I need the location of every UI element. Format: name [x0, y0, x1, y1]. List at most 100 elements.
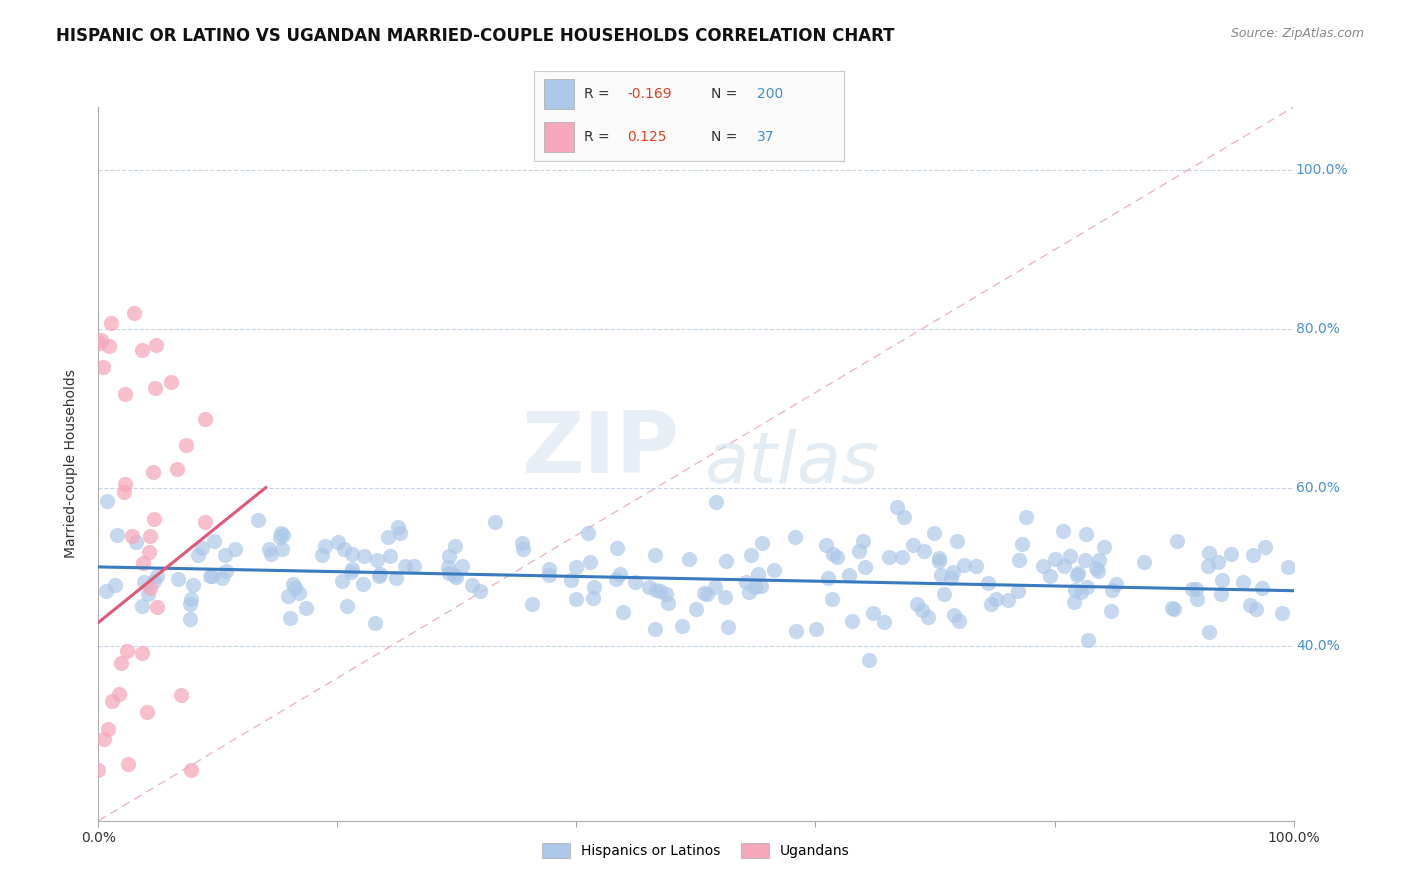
Point: [105, 527, 128, 541]
Point: [714, 554, 737, 568]
Point: [928, 550, 950, 565]
Point: [1015, 510, 1038, 524]
Point: [1244, 602, 1267, 616]
Point: [439, 566, 461, 580]
Text: N =: N =: [710, 87, 741, 101]
Point: [194, 412, 217, 426]
Point: [259, 548, 281, 562]
Point: [246, 513, 269, 527]
Point: [939, 571, 962, 585]
Point: [437, 549, 460, 563]
Point: [696, 586, 718, 600]
Point: [1198, 546, 1220, 560]
Point: [977, 575, 1000, 590]
Point: [917, 610, 939, 624]
Point: [735, 574, 758, 589]
Point: [278, 611, 301, 625]
Point: [538, 562, 561, 576]
Point: [841, 614, 863, 628]
Text: 37: 37: [756, 130, 775, 144]
Point: [825, 549, 848, 564]
Point: [685, 602, 707, 616]
Point: [136, 587, 159, 601]
Point: [180, 591, 202, 606]
Point: [1032, 559, 1054, 574]
Point: [100, 316, 122, 330]
Point: [650, 584, 672, 599]
Point: [352, 577, 374, 591]
Point: [159, 375, 181, 389]
Point: [1232, 574, 1254, 589]
Point: [366, 553, 388, 567]
Point: [922, 525, 945, 540]
Point: [340, 547, 363, 561]
Point: [1063, 594, 1085, 608]
Point: [112, 484, 135, 499]
Text: Source: ZipAtlas.com: Source: ZipAtlas.com: [1230, 27, 1364, 40]
Point: [143, 574, 166, 588]
Point: [638, 580, 661, 594]
Point: [284, 582, 307, 596]
Point: [1076, 580, 1098, 594]
Point: [389, 526, 412, 541]
Y-axis label: Married-couple Households: Married-couple Households: [63, 369, 77, 558]
Point: [1085, 561, 1108, 575]
Point: [402, 558, 425, 573]
Point: [377, 530, 399, 544]
Point: [340, 562, 363, 576]
Point: [912, 543, 935, 558]
Point: [444, 539, 467, 553]
Point: [1053, 558, 1076, 573]
Point: [817, 571, 839, 585]
Point: [87, 335, 110, 350]
Point: [655, 587, 678, 601]
Point: [671, 619, 693, 633]
Point: [202, 534, 225, 549]
Point: [131, 343, 153, 357]
Point: [932, 587, 955, 601]
Point: [378, 549, 401, 564]
Point: [1067, 566, 1090, 580]
Point: [96, 494, 118, 508]
Point: [311, 548, 333, 562]
Point: [1087, 564, 1109, 578]
Point: [583, 580, 606, 594]
Point: [986, 591, 1008, 606]
Point: [314, 539, 336, 553]
Point: [142, 465, 165, 479]
Point: [98, 339, 121, 353]
Point: [946, 533, 969, 548]
Point: [582, 591, 605, 605]
Point: [200, 568, 222, 582]
Point: [1008, 553, 1031, 567]
FancyBboxPatch shape: [544, 122, 575, 152]
Point: [744, 580, 766, 594]
Point: [560, 573, 582, 587]
Point: [333, 541, 356, 556]
Point: [1088, 552, 1111, 566]
Point: [1209, 587, 1232, 601]
Point: [187, 549, 209, 563]
Point: [93, 731, 115, 746]
Point: [1011, 537, 1033, 551]
Point: [693, 586, 716, 600]
Point: [890, 549, 912, 564]
Point: [901, 538, 924, 552]
Point: [852, 534, 875, 549]
Point: [858, 653, 880, 667]
Point: [747, 567, 769, 582]
Point: [181, 578, 204, 592]
Point: [364, 616, 387, 631]
Point: [91, 360, 114, 375]
Point: [143, 512, 166, 526]
Point: [520, 597, 543, 611]
Point: [538, 568, 561, 582]
Point: [132, 557, 155, 571]
Point: [928, 554, 950, 568]
Text: 0.125: 0.125: [627, 130, 666, 144]
Point: [138, 581, 160, 595]
Point: [101, 694, 124, 708]
Point: [1198, 625, 1220, 640]
Point: [873, 615, 896, 629]
Point: [1254, 540, 1277, 554]
